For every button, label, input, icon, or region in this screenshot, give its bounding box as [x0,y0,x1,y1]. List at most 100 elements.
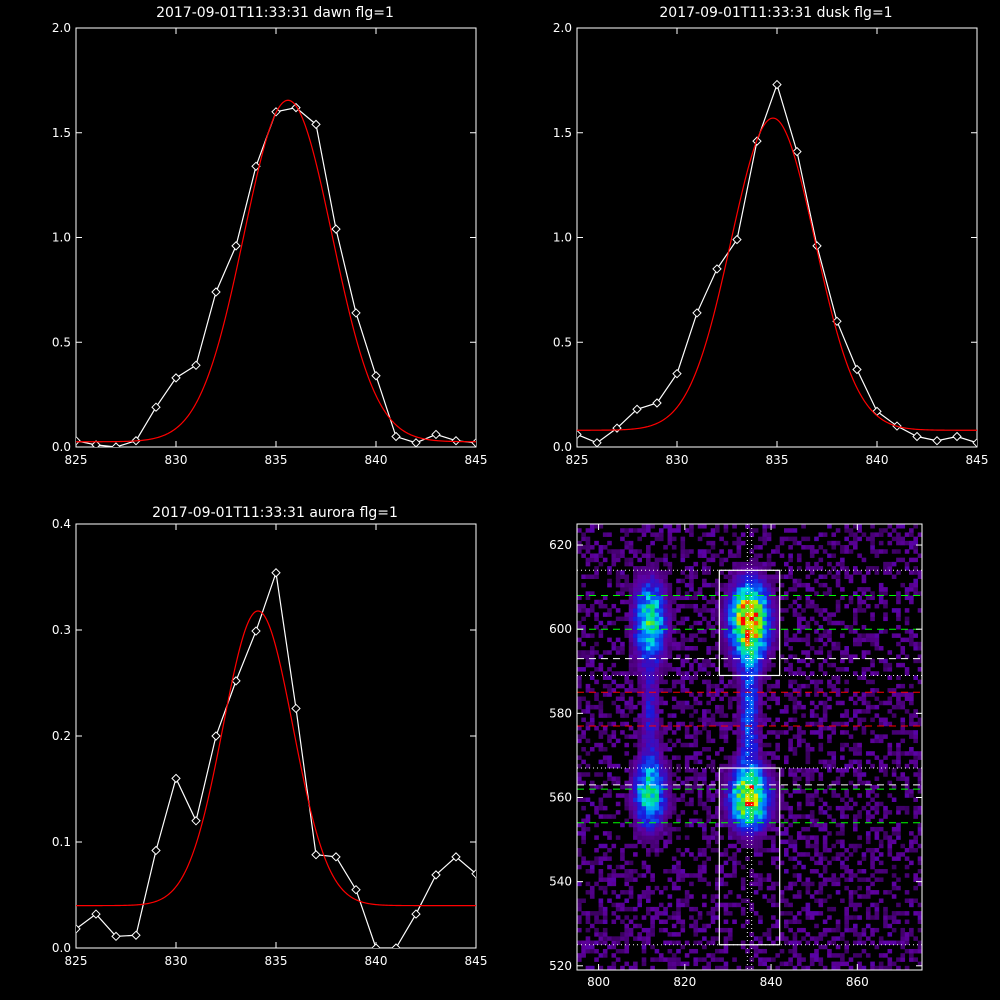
spectrum-pixel [796,582,802,588]
spectrum-pixel [581,940,586,946]
dawn-xtick-label: 830 [165,453,188,467]
spectrum-pixel [853,906,858,912]
spectrum-pixel [611,700,617,706]
spectrum-pixel [594,919,599,925]
spectrum-pixel [650,831,655,836]
spectrum-pixel [805,881,811,887]
spectrum-pixel [667,528,673,533]
spectrum-pixel [779,936,785,941]
spectrum-pixel [693,700,699,706]
spectrum-pixel [594,927,599,933]
spectrum-pixel [796,540,802,546]
spectrum-pixel [654,751,660,756]
spectrum-pixel [909,633,914,638]
spectrum-pixel [762,608,768,613]
spectrum-pixel [896,616,901,622]
spectrum-pixel [749,683,755,689]
spectrum-pixel [740,885,746,891]
spectrum-pixel [857,528,862,533]
spectrum-pixel [900,738,906,744]
spectrum-pixel [628,772,634,777]
spectrum-pixel [671,801,677,807]
spectrum-pixel [874,902,880,908]
spectrum-pixel [874,570,880,575]
spectrum-pixel [646,709,651,714]
spectrum-pixel [637,536,642,542]
spectrum-pixel [671,881,677,887]
spectrum-pixel [788,772,793,777]
spectrum-pixel [641,599,647,605]
spectrum-pixel [654,915,660,920]
spectrum-pixel [646,906,651,912]
spectrum-pixel [633,717,638,723]
spectrum-pixel [641,831,647,836]
spectrum-pixel [654,831,660,836]
spectrum-pixel [766,591,772,596]
spectrum-pixel [814,948,819,954]
spectrum-pixel [909,927,914,933]
spectrum-pixel [589,965,595,971]
spectrum-pixel [727,578,733,584]
spectrum-pixel [702,570,707,575]
spectrum-pixel [818,957,824,962]
spectrum-pixel [615,578,621,584]
spectrum-pixel [723,654,729,659]
spectrum-pixel [904,566,910,571]
spectrum-pixel [762,789,768,794]
spectrum-pixel [865,536,871,542]
spectrum-pixel [805,603,811,609]
spectrum-pixel [844,650,849,655]
spectrum-pixel [654,641,660,647]
spectrum-pixel [900,776,906,781]
spectrum-pixel [689,528,694,533]
spectrum-pixel [784,940,789,946]
spectrum-pixel [689,789,694,794]
spectrum-pixel [581,759,586,765]
spectrum-pixel [865,818,871,824]
spectrum-pixel [577,696,582,702]
spectrum-pixel [883,662,888,668]
spectrum-pixel [771,763,776,769]
spectrum-pixel [706,755,711,760]
dawn-xtick-label: 845 [465,453,488,467]
spectrum-pixel [628,805,634,811]
spectrum-pixel [577,654,582,659]
spectrum-pixel [646,587,651,592]
spectrum-pixel [693,658,699,664]
spectrum-pixel [835,599,841,605]
spectrum-pixel [831,641,837,647]
spectrum-pixel [693,755,699,760]
spectrum-pixel [641,763,647,769]
spectrum-pixel [796,873,802,878]
spectrum-pixel [779,831,785,836]
spectrum-pixel [775,953,780,958]
spectrum-pixel [792,944,798,950]
spectrum-pixel [818,902,824,908]
spectrum-pixel [796,953,802,958]
spectrum-pixel [736,679,742,685]
spectrum-pixel [594,911,599,916]
spectrum-pixel [676,608,681,613]
dawn-data-point [371,371,381,381]
spectrum-pixel [736,810,742,815]
spectrum-pixel [646,831,651,836]
spectrum-pixel [667,624,673,630]
spectrum-pixel [658,608,664,613]
spectrum-pixel [883,570,888,575]
spectrum-pixel [671,730,677,735]
spectrum-pixel [771,818,776,824]
spectrum-pixel [624,599,630,605]
spectrum-pixel [900,751,906,756]
spectrum-pixel [689,948,694,954]
spectrum-pixel [684,768,690,773]
spectrum-pixel [715,683,720,689]
spectrum-pixel [909,629,914,634]
spectrum-pixel [771,835,776,840]
spectrum-pixel [684,940,690,946]
spectrum-pixel [654,734,660,739]
spectrum-pixel [693,961,699,967]
spectrum-pixel [732,902,737,908]
spectrum-pixel [753,877,759,882]
spectrum-pixel [719,877,724,882]
dawn-data-point [111,442,121,447]
